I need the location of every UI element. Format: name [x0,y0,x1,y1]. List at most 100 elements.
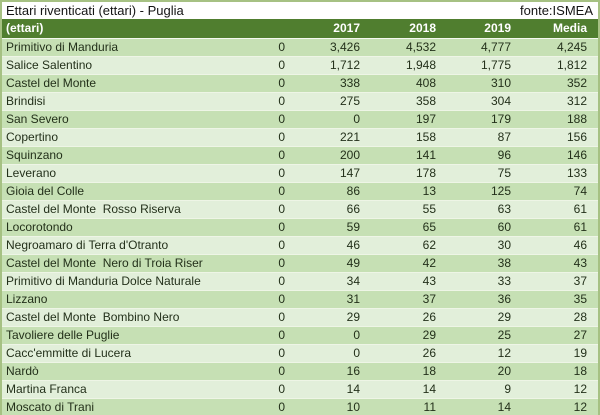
value-cell: 178 [371,164,447,183]
value-cell: 60 [447,218,522,237]
value-cell: 0 [226,110,296,129]
denomination-cell: Leverano [2,164,226,183]
value-cell: 0 [226,308,296,327]
value-cell: 34 [296,272,371,291]
value-cell: 9 [447,380,522,399]
value-cell: 16 [296,362,371,381]
value-cell: 352 [522,74,598,93]
value-cell: 74 [522,182,598,201]
table-row: Castel del Monte Bombino Nero 0 29 26 29 28 [2,308,598,327]
value-cell: 358 [371,92,447,111]
value-cell: 27 [522,326,598,345]
value-cell: 14 [296,380,371,399]
value-cell: 0 [226,344,296,363]
value-cell: 188 [522,110,598,129]
value-cell: 0 [296,326,371,345]
value-cell: 66 [296,200,371,219]
value-cell: 43 [522,254,598,273]
denomination-cell: Castel del Monte Nero di Troia Riser [2,254,226,273]
table-row: Lizzano 0 31 37 36 35 [2,290,598,309]
value-cell: 38 [447,254,522,273]
value-cell: 63 [447,200,522,219]
value-cell: 197 [371,110,447,129]
table-row: Squinzano 0 200 141 96 146 [2,146,598,165]
denomination-cell: Primitivo di Manduria [2,38,226,57]
value-cell: 0 [226,380,296,399]
table-row: Castel del Monte 0 338 408 310 352 [2,74,598,93]
value-cell: 0 [226,272,296,291]
denomination-cell: Salice Salentino [2,56,226,75]
table-row: Moscato di Trani 0 10 11 14 12 [2,398,598,415]
denomination-cell: Castel del Monte Bombino Nero [2,308,226,327]
value-cell: 200 [296,146,371,165]
value-cell: 42 [371,254,447,273]
value-cell: 29 [447,308,522,327]
value-cell: 125 [447,182,522,201]
table-row: Salice Salentino 0 1,712 1,948 1,775 1,812 [2,56,598,75]
value-cell: 46 [296,236,371,255]
table-row: Nardò 0 16 18 20 18 [2,362,598,381]
source-label: fonte:ISMEA [520,3,593,18]
header-cell-blank [226,19,296,39]
value-cell: 0 [226,74,296,93]
value-cell: 75 [447,164,522,183]
value-cell: 0 [226,398,296,415]
denomination-cell: Squinzano [2,146,226,165]
value-cell: 20 [447,362,522,381]
value-cell: 0 [226,362,296,381]
value-cell: 37 [371,290,447,309]
value-cell: 4,532 [371,38,447,57]
value-cell: 0 [226,164,296,183]
page-title: Ettari riventicati (ettari) - Puglia [6,3,184,18]
value-cell: 310 [447,74,522,93]
denomination-cell: Copertino [2,128,226,147]
value-cell: 26 [371,308,447,327]
value-cell: 30 [447,236,522,255]
value-cell: 3,426 [296,38,371,57]
value-cell: 0 [226,326,296,345]
value-cell: 4,245 [522,38,598,57]
table-row: Tavoliere delle Puglie 0 0 29 25 27 [2,326,598,345]
value-cell: 49 [296,254,371,273]
value-cell: 14 [371,380,447,399]
value-cell: 46 [522,236,598,255]
value-cell: 35 [522,290,598,309]
title-bar: Ettari riventicati (ettari) - Puglia fon… [2,2,598,19]
table-row: Castel del Monte Rosso Riserva 0 66 55 63 61 [2,200,598,219]
value-cell: 1,948 [371,56,447,75]
table-row: Locorotondo 0 59 65 60 61 [2,218,598,237]
value-cell: 146 [522,146,598,165]
value-cell: 59 [296,218,371,237]
value-cell: 338 [296,74,371,93]
table-row: Cacc'emmitte di Lucera 0 0 26 12 19 [2,344,598,363]
value-cell: 55 [371,200,447,219]
value-cell: 14 [447,398,522,415]
value-cell: 37 [522,272,598,291]
value-cell: 0 [226,56,296,75]
value-cell: 158 [371,128,447,147]
value-cell: 0 [226,92,296,111]
value-cell: 0 [296,344,371,363]
value-cell: 141 [371,146,447,165]
value-cell: 25 [447,326,522,345]
value-cell: 221 [296,128,371,147]
value-cell: 312 [522,92,598,111]
value-cell: 29 [371,326,447,345]
value-cell: 408 [371,74,447,93]
value-cell: 12 [522,380,598,399]
header-cell-2019: 2019 [447,19,522,39]
table-row: Primitivo di Manduria 0 3,426 4,532 4,777 4,2… [2,38,598,57]
denomination-cell: Negroamaro di Terra d'Otranto [2,236,226,255]
value-cell: 275 [296,92,371,111]
value-cell: 43 [371,272,447,291]
denomination-cell: Tavoliere delle Puglie [2,326,226,345]
denomination-cell: Locorotondo [2,218,226,237]
denomination-cell: Martina Franca [2,380,226,399]
table-row: Martina Franca 0 14 14 9 12 [2,380,598,399]
header-cell-Media: Media [522,19,598,39]
denomination-cell: Castel del Monte [2,74,226,93]
denomination-cell: Gioia del Colle [2,182,226,201]
denomination-cell: Castel del Monte Rosso Riserva [2,200,226,219]
table-row: San Severo 0 0 197 179 188 [2,110,598,129]
value-cell: 31 [296,290,371,309]
